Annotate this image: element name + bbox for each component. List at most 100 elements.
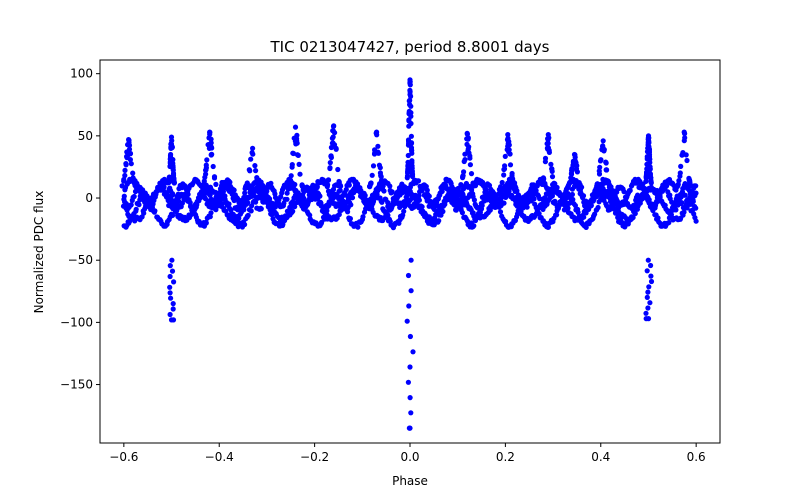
data-point [131, 180, 138, 187]
data-point [565, 184, 571, 190]
data-point [369, 172, 375, 178]
data-point [464, 130, 470, 136]
y-tick-label: −100 [60, 315, 93, 329]
data-point [227, 179, 233, 185]
data-point [168, 295, 174, 301]
data-point [461, 158, 467, 165]
data-point [603, 159, 609, 165]
data-point [566, 180, 573, 186]
data-point [330, 134, 336, 140]
x-tick-label: 0.4 [591, 450, 610, 464]
data-point [381, 188, 387, 194]
data-point [408, 103, 414, 109]
data-point [328, 144, 334, 151]
data-point [379, 199, 385, 205]
data-point [170, 212, 176, 218]
data-point [545, 132, 551, 138]
data-point [333, 145, 339, 151]
data-point [645, 305, 651, 311]
data-point [580, 193, 587, 199]
data-point [250, 145, 256, 151]
y-tick-label: −150 [60, 378, 93, 392]
data-point [465, 135, 471, 141]
data-point [167, 273, 173, 280]
data-point [467, 153, 473, 159]
data-point [501, 166, 508, 172]
data-point [387, 183, 393, 189]
data-point [252, 163, 258, 169]
data-point [127, 157, 133, 163]
data-point [345, 209, 351, 215]
data-point [347, 216, 353, 222]
data-point [505, 132, 511, 138]
data-point [208, 136, 214, 142]
data-point [693, 205, 699, 211]
data-point [648, 179, 654, 185]
chart-title: TIC 0213047427, period 8.8001 days [269, 38, 549, 56]
data-point [509, 176, 516, 182]
data-point [632, 210, 638, 217]
data-point [409, 173, 416, 180]
data-point [501, 172, 507, 178]
data-point [166, 178, 172, 185]
data-point [511, 182, 517, 188]
data-point [545, 140, 551, 146]
data-point [407, 333, 413, 340]
data-point [506, 147, 512, 153]
data-point [647, 164, 653, 170]
data-point [583, 224, 589, 230]
data-point [644, 294, 650, 300]
data-point [324, 208, 330, 214]
data-point [203, 167, 209, 173]
data-point [575, 209, 581, 215]
data-point [648, 175, 654, 181]
data-point [254, 175, 260, 181]
data-point [152, 208, 158, 214]
data-point [554, 184, 560, 191]
data-point [292, 124, 299, 130]
data-point [170, 192, 176, 198]
data-point [404, 175, 410, 181]
data-point [170, 301, 176, 307]
data-point [408, 145, 415, 151]
data-point [243, 183, 249, 190]
data-point [122, 167, 128, 173]
data-point [471, 223, 477, 229]
data-point [673, 207, 679, 213]
data-point [592, 211, 598, 217]
data-point [693, 183, 699, 189]
data-point [236, 215, 242, 221]
data-point [242, 190, 248, 196]
data-point [407, 89, 413, 95]
data-point [531, 196, 537, 202]
data-point [524, 204, 530, 210]
data-point [166, 174, 172, 180]
data-point [325, 182, 331, 188]
data-point [226, 201, 232, 207]
data-point [571, 151, 578, 158]
data-point [693, 190, 699, 196]
data-point [545, 136, 551, 142]
data-point [415, 178, 422, 184]
data-point [297, 171, 303, 177]
data-point [292, 181, 298, 188]
data-point [648, 278, 655, 285]
data-point [410, 349, 416, 355]
data-point [570, 196, 576, 203]
data-point [461, 169, 467, 175]
data-point [460, 173, 466, 179]
data-point [370, 163, 377, 169]
data-point [133, 206, 139, 212]
data-point [405, 168, 411, 174]
data-point [408, 257, 414, 263]
data-point [554, 212, 560, 218]
x-tick-label: 0.0 [400, 450, 419, 464]
data-point [598, 157, 604, 163]
data-point [507, 162, 514, 168]
data-point [161, 184, 167, 190]
data-point [514, 188, 520, 194]
data-point [491, 190, 497, 196]
data-point [648, 273, 654, 279]
